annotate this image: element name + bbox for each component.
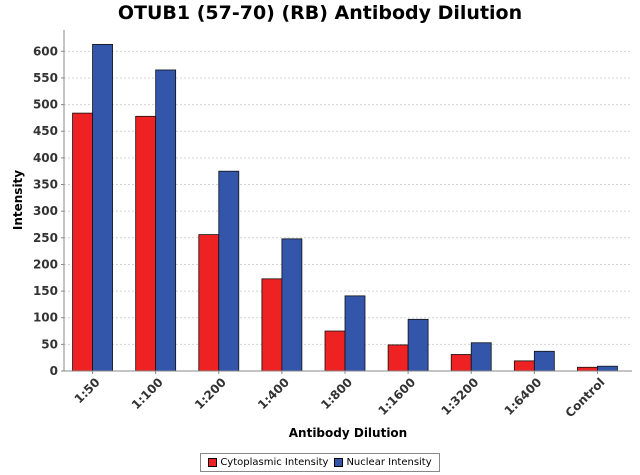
x-tick-label: 1:400 [255, 375, 292, 412]
legend-label-nuclear: Nuclear Intensity [346, 457, 432, 468]
y-tick-label: 250 [33, 231, 58, 245]
bar-cytoplasmic-0 [72, 112, 93, 372]
bar-nuclear-3 [281, 238, 303, 372]
bar-nuclear-7 [533, 350, 555, 372]
bar-cytoplasmic-3 [261, 278, 283, 372]
bar-cytoplasmic-4 [324, 330, 346, 372]
bar-nuclear-4 [344, 295, 366, 372]
axes [63, 30, 632, 372]
chart-title: OTUB1 (57-70) (RB) Antibody Dilution [117, 2, 523, 24]
legend-swatch-cytoplasmic [208, 458, 218, 467]
y-tick-label: 150 [33, 284, 58, 298]
x-tick-label: 1:100 [129, 375, 166, 412]
x-tick-label: 1:6400 [502, 375, 545, 418]
bar-nuclear-5 [407, 318, 429, 372]
x-tick-label: 1:800 [318, 375, 355, 412]
bar-cytoplasmic-2 [198, 234, 220, 372]
legend-item-cytoplasmic: Cytoplasmic Intensity [208, 457, 328, 468]
bar-cytoplasmic-6 [450, 354, 472, 372]
y-axis-label: Intensity [11, 170, 25, 230]
y-tick-label: 450 [33, 124, 58, 138]
x-tick-labels: 1:50 1:100 1:200 1:400 1:800 1:1600 1:3200 1:64… [72, 371, 608, 420]
bar-nuclear-8 [597, 365, 618, 372]
bar-cytoplasmic-1 [135, 115, 157, 372]
y-tick-label: 300 [33, 204, 58, 218]
y-tick-label: 0 [50, 364, 58, 378]
x-tick-label: Control [563, 375, 608, 420]
x-tick-label: 1:200 [192, 375, 229, 412]
x-tick-label: 1:1600 [375, 375, 418, 418]
gridlines [64, 50, 632, 345]
bar-cytoplasmic-7 [513, 360, 535, 372]
bar-nuclear-0 [92, 43, 113, 372]
bar-cytoplasmic-5 [387, 344, 409, 372]
y-tick-label: 400 [33, 151, 58, 165]
bar-cytoplasmic-8 [577, 366, 598, 372]
y-tick-label: 200 [33, 257, 58, 271]
bars [72, 43, 618, 372]
bar-nuclear-6 [470, 342, 492, 372]
x-axis-label: Antibody Dilution [289, 426, 407, 440]
legend-label-cytoplasmic: Cytoplasmic Intensity [220, 457, 329, 468]
legend: Cytoplasmic Intensity Nuclear Intensity [200, 453, 440, 472]
y-tick-label: 500 [33, 98, 58, 112]
legend-swatch-nuclear [334, 458, 344, 467]
x-tick-label: 1:3200 [439, 375, 482, 418]
y-tick-label: 50 [41, 337, 58, 351]
legend-item-nuclear: Nuclear Intensity [334, 457, 432, 468]
bar-nuclear-2 [218, 170, 240, 372]
bar-nuclear-1 [155, 69, 177, 372]
y-tick-label: 600 [33, 44, 58, 58]
x-tick-label: 1:50 [72, 375, 103, 406]
y-tick-label: 100 [33, 311, 58, 325]
y-tick-label: 350 [33, 178, 58, 192]
y-tick-label: 550 [33, 71, 58, 85]
y-tick-labels: 0 50 100 150 200 250 300 350 400 450 500 550 600 [33, 44, 64, 378]
